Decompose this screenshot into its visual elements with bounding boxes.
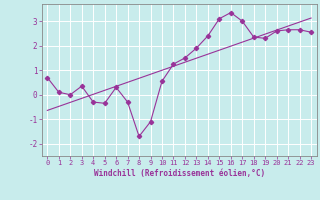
X-axis label: Windchill (Refroidissement éolien,°C): Windchill (Refroidissement éolien,°C) <box>94 169 265 178</box>
